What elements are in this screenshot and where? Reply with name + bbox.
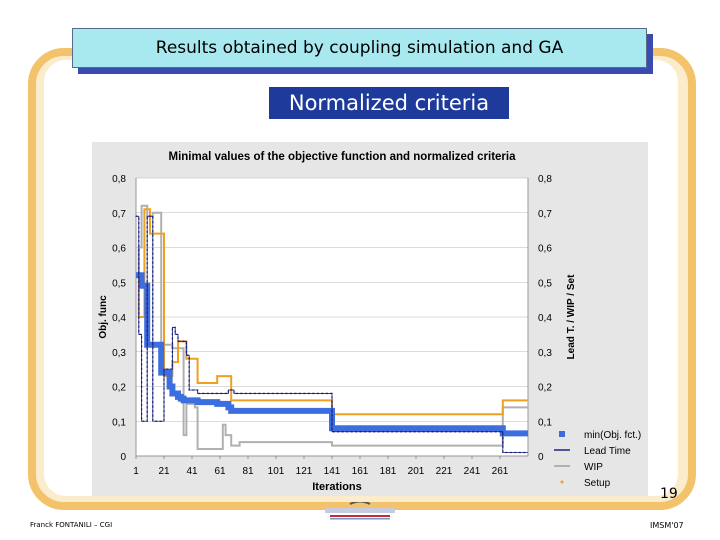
page-number: 19	[660, 486, 678, 502]
x-tick-label: 161	[352, 466, 369, 477]
y-tick-label-left: 0,8	[112, 174, 126, 185]
x-tick-label: 61	[214, 466, 226, 477]
y-tick-label-left: 0	[120, 452, 126, 463]
y-tick-label-right: 0,5	[538, 278, 552, 289]
legend-label: Setup	[584, 478, 611, 489]
x-axis-label: Iterations	[312, 481, 362, 493]
slide-subtitle: Normalized criteria	[268, 86, 510, 120]
y-tick-label-left: 0,6	[112, 244, 126, 255]
y-tick-label-left: 0,2	[112, 383, 126, 394]
x-tick-label: 181	[380, 466, 397, 477]
legend-swatch	[560, 480, 564, 484]
chart-legend: min(Obj. fct.) Lead Time WIP Setup	[554, 430, 641, 489]
chart-svg: 0 0 0,1 0,1 0,2 0,2 0,3 0,3 0,4 0,4 0,5 0,5 0,6 0,6 0,…	[98, 151, 641, 493]
y-tick-label-left: 0,3	[112, 348, 126, 359]
x-tick-label: 41	[186, 466, 198, 477]
legend-swatch	[559, 431, 565, 437]
x-tick-label: 261	[492, 466, 509, 477]
chart-series-layer	[135, 204, 529, 454]
x-tick-label: 141	[324, 466, 341, 477]
chart-ticks: 0 0 0,1 0,1 0,2 0,2 0,3 0,3 0,4 0,4 0,5 0,5 0,6 0,6 0,…	[112, 174, 552, 477]
y-tick-label-right: 0,3	[538, 348, 552, 359]
slide-title: Results obtained by coupling simulation …	[72, 28, 647, 68]
y-tick-label-right: 0,6	[538, 244, 552, 255]
chart-title: Minimal values of the objective function…	[169, 151, 517, 163]
x-tick-label: 241	[464, 466, 481, 477]
x-tick-label: 121	[296, 466, 313, 477]
y-axis-label-left: Obj. func	[98, 295, 109, 339]
y-tick-label-right: 0	[538, 452, 544, 463]
y-tick-label-right: 0,8	[538, 174, 552, 185]
legend-label: Lead Time	[584, 446, 631, 457]
footer-author: Franck FONTANILI – CGI	[30, 521, 113, 529]
y-tick-label-right: 0,7	[538, 209, 552, 220]
y-tick-label-left: 0,4	[112, 313, 126, 324]
series-line-1	[136, 272, 528, 437]
x-tick-label: 201	[408, 466, 425, 477]
x-tick-label: 221	[436, 466, 453, 477]
school-logo-icon	[325, 502, 395, 520]
y-axis-label-right: Lead T. / WIP / Set	[566, 274, 577, 360]
footer-conference: IMSM'07	[650, 521, 684, 530]
legend-label: min(Obj. fct.)	[584, 430, 641, 441]
y-tick-label-right: 0,2	[538, 383, 552, 394]
x-tick-label: 81	[242, 466, 254, 477]
chart-container: 0 0 0,1 0,1 0,2 0,2 0,3 0,3 0,4 0,4 0,5 0,5 0,6 0,6 0,…	[92, 142, 648, 496]
y-tick-label-right: 0,1	[538, 417, 552, 428]
series-line-1-core	[136, 215, 528, 453]
y-tick-label-left: 0,5	[112, 278, 126, 289]
x-tick-label: 101	[268, 466, 285, 477]
x-tick-label: 21	[158, 466, 170, 477]
y-tick-label-left: 0,1	[112, 417, 126, 428]
y-tick-label-right: 0,4	[538, 313, 552, 324]
x-tick-label: 1	[133, 466, 139, 477]
y-tick-label-left: 0,7	[112, 209, 126, 220]
legend-label: WIP	[584, 462, 603, 473]
